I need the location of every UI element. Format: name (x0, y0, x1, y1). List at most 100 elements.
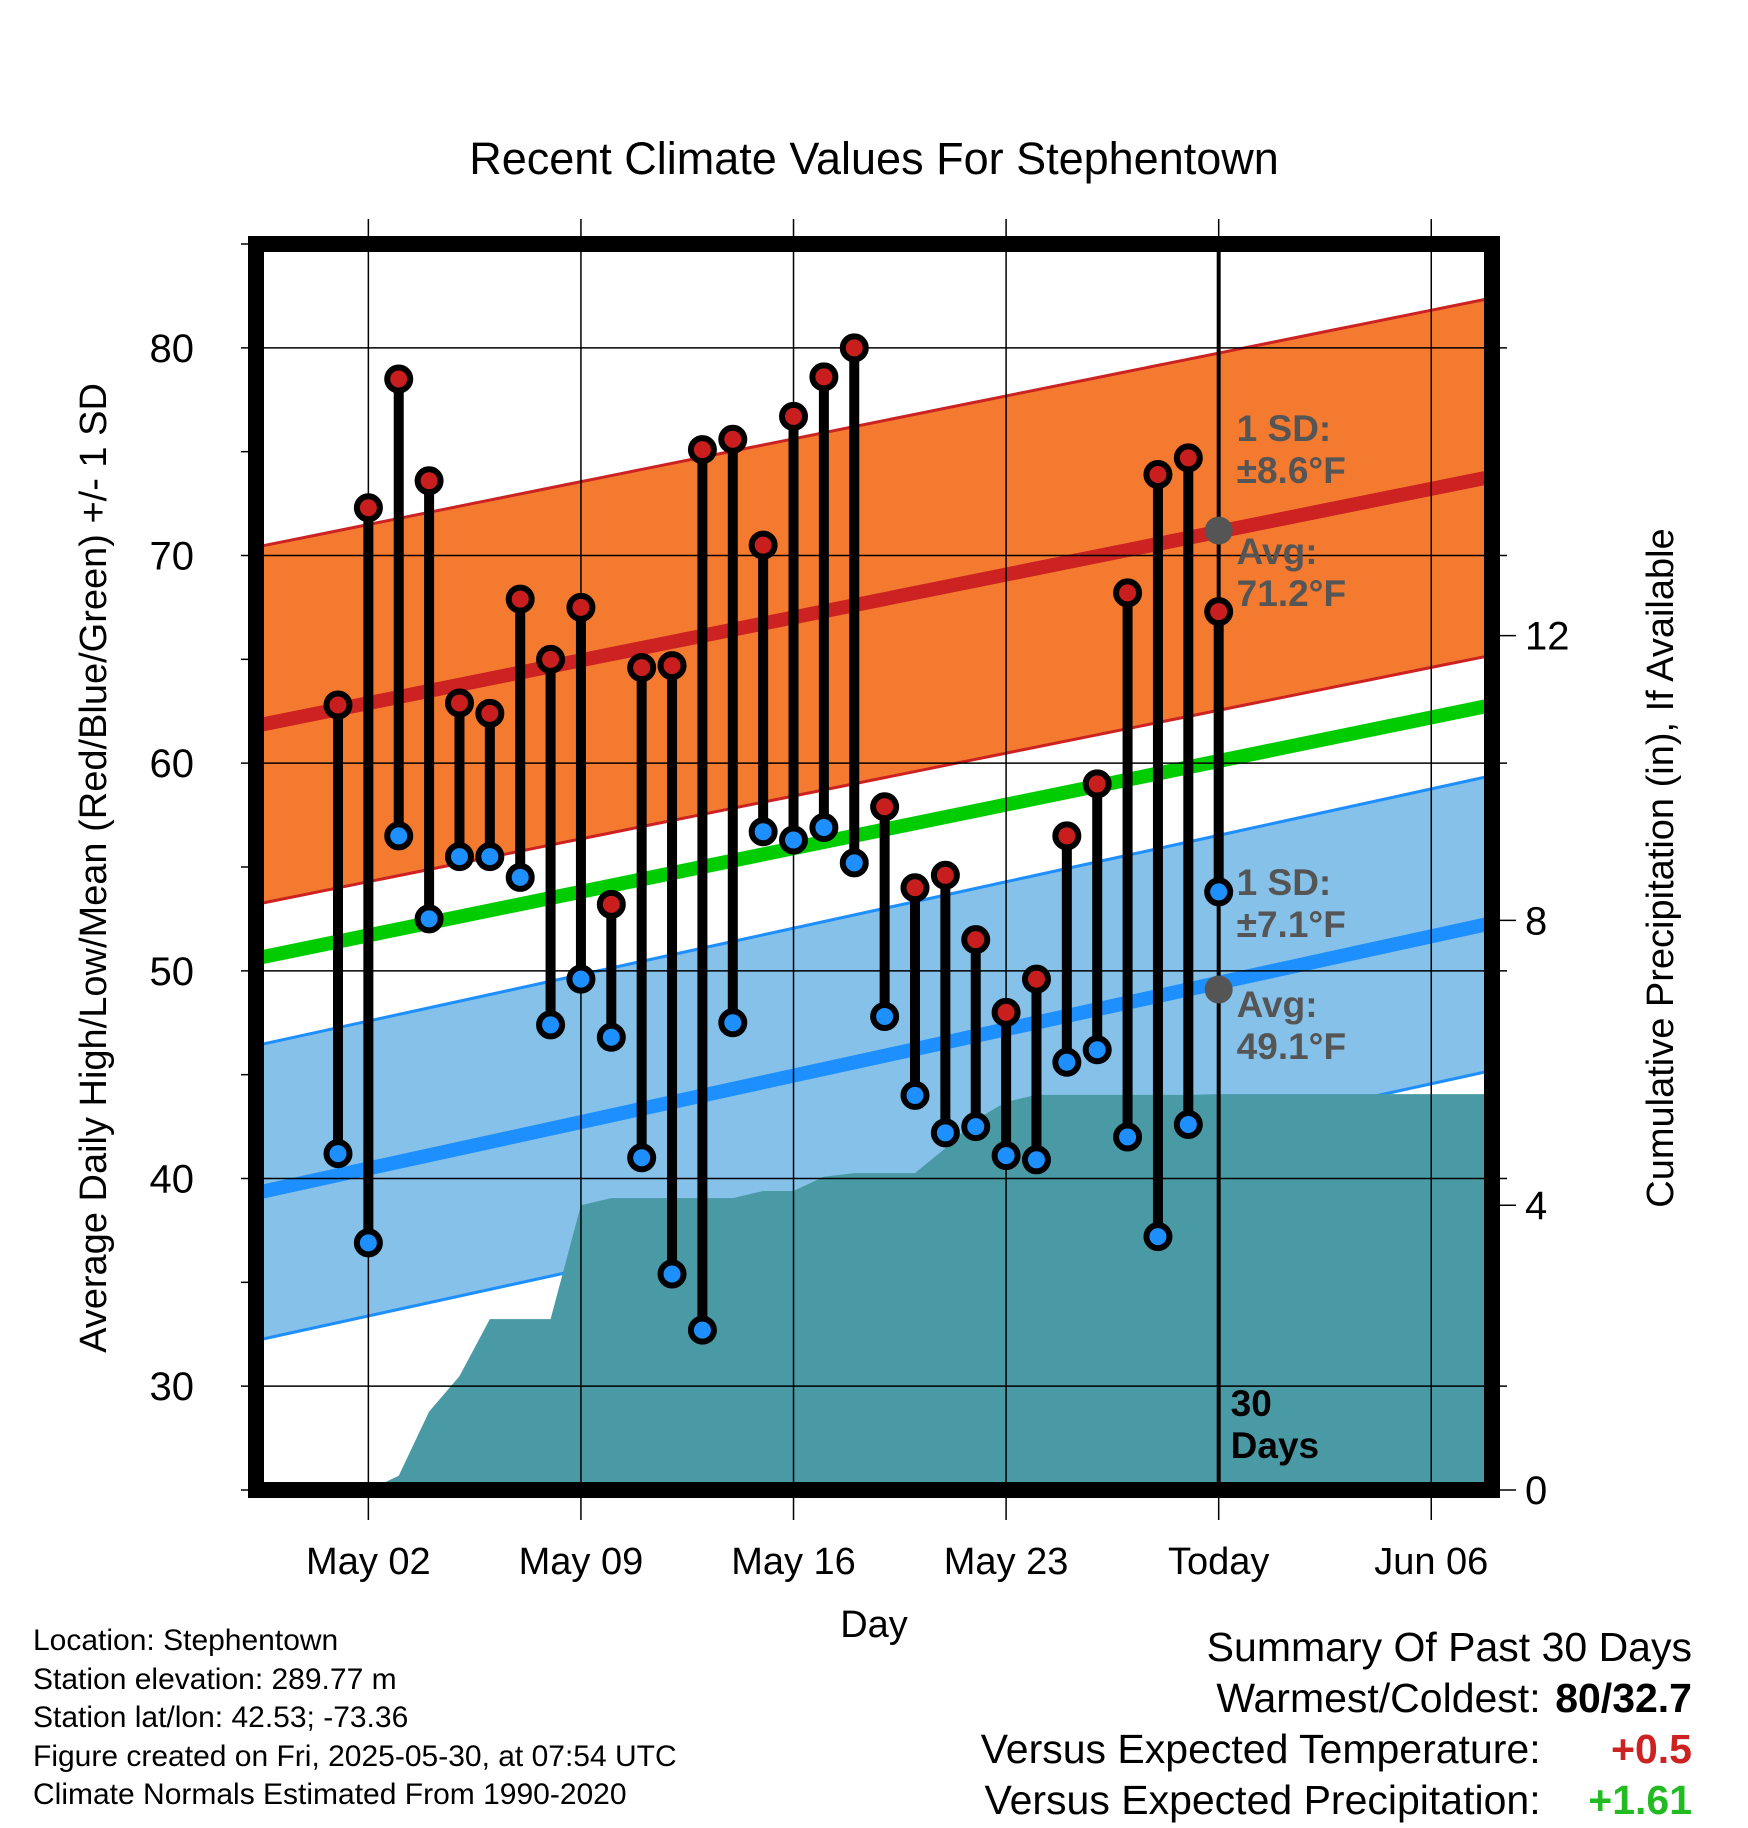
high-temp-point (657, 651, 687, 681)
high-temp-point (1052, 821, 1082, 851)
high-temp-point (748, 530, 778, 560)
high-temp-point (779, 401, 809, 431)
high-temp-point (718, 424, 748, 454)
low-temp-point (930, 1118, 960, 1148)
high-avg-annotation: Avg: 71.2°F (1237, 531, 1346, 614)
y-axis-label-right: Cumulative Precipitation (in), If Availa… (1640, 528, 1682, 1207)
high-temp-point (475, 698, 505, 728)
low-temp-point (991, 1141, 1021, 1171)
low-temp-point (444, 842, 474, 872)
low-temp-point (1143, 1222, 1173, 1252)
high-temp-point (444, 688, 474, 718)
high-temp-point (1082, 769, 1112, 799)
summary-panel: Summary Of Past 30 Days Warmest/Coldest:… (981, 1622, 1692, 1826)
high-sd-annotation: 1 SD: ±8.6°F (1237, 408, 1346, 491)
high-temp-point (900, 873, 930, 903)
low-temp-point (779, 825, 809, 855)
high-temp-point (1143, 460, 1173, 490)
y-left-tick-label: 70 (150, 535, 195, 579)
cumulative-precip-area (322, 1094, 1492, 1490)
low-temp-point (1052, 1047, 1082, 1077)
x-tick-label: May 09 (519, 1541, 644, 1583)
precip-label: Versus Expected Precipitation: (984, 1777, 1541, 1823)
normals-text: Climate Normals Estimated From 1990-2020 (33, 1778, 627, 1811)
precip-value: +1.61 (1588, 1777, 1692, 1823)
low-temp-point (900, 1080, 930, 1110)
high-temp-point (1113, 578, 1143, 608)
low-temp-point (809, 813, 839, 843)
low-sd-band-upper-edge (256, 774, 1492, 1048)
low-temp-point (323, 1139, 353, 1169)
elevation-text: Station elevation: 289.77 m (33, 1662, 397, 1696)
location-text: Location: Stephentown (33, 1624, 339, 1657)
plot-frame (248, 236, 1500, 1498)
today-days-label: 30 Days (1231, 1383, 1319, 1466)
high-sd-band-upper-edge (256, 296, 1492, 549)
x-axis-label: Day (840, 1604, 908, 1646)
high-temp-point (870, 792, 900, 822)
low-temp-point (414, 904, 444, 934)
high-temp-point (536, 644, 566, 674)
low-temp-point (353, 1228, 383, 1258)
y-right-tick-label: 8 (1525, 899, 1547, 943)
high-temp-point (1021, 964, 1051, 994)
low-temp-point (505, 862, 535, 892)
low-temp-point (718, 1008, 748, 1038)
high-temp-point (809, 362, 839, 392)
y-left-tick-label: 60 (150, 742, 195, 786)
high-temp-point (414, 466, 444, 496)
y-left-tick-label: 50 (150, 950, 195, 994)
low-temp-point (839, 848, 869, 878)
x-tick-label: Jun 06 (1374, 1541, 1488, 1583)
today-low-avg-marker (1204, 975, 1233, 1004)
low-temp-point (475, 842, 505, 872)
normal-high-line (256, 469, 1492, 733)
low-temp-point (1204, 877, 1234, 907)
high-temp-point (566, 592, 596, 622)
high-temp-point (384, 364, 414, 394)
low-avg-annotation: Avg: 49.1°F (1237, 984, 1346, 1067)
x-tick-label: May 02 (306, 1541, 431, 1583)
high-temp-point (353, 493, 383, 523)
summary-warmest-row: Warmest/Coldest: 80/32.7 (981, 1673, 1692, 1724)
coldest-value: /32.7 (1600, 1675, 1692, 1721)
high-temp-point (961, 925, 991, 955)
summary-precip-row: Versus Expected Precipitation: +1.61 (981, 1775, 1693, 1826)
today-high-avg-marker (1204, 516, 1233, 545)
high-temp-point (991, 997, 1021, 1027)
warmest-value: 80 (1555, 1675, 1601, 1721)
summary-title: Summary Of Past 30 Days (1206, 1624, 1692, 1670)
low-temp-point (687, 1315, 717, 1345)
high-temp-point (505, 584, 535, 614)
low-temp-point (596, 1022, 626, 1052)
x-tick-label: Today (1168, 1541, 1269, 1583)
y-left-tick-label: 80 (150, 327, 195, 371)
y-axis-label-left: Average Daily High/Low/Mean (Red/Blue/Gr… (73, 383, 115, 1353)
low-temp-point (961, 1112, 991, 1142)
low-temp-point (870, 1002, 900, 1032)
temp-value: +0.5 (1611, 1726, 1692, 1772)
chart-title: Recent Climate Values For Stephentown (469, 133, 1279, 184)
warmest-coldest-value: 80/32.7 (1552, 1673, 1692, 1724)
low-temp-point (1113, 1122, 1143, 1152)
high-temp-point (930, 860, 960, 890)
normal-mean-line (256, 698, 1492, 966)
low-temp-point (627, 1143, 657, 1173)
low-temp-point (1173, 1110, 1203, 1140)
temp-label: Versus Expected Temperature: (980, 1726, 1541, 1772)
high-temp-point (323, 690, 353, 720)
summary-temp-row: Versus Expected Temperature: +0.5 (981, 1724, 1692, 1775)
x-tick-label: May 16 (731, 1541, 856, 1583)
low-temp-point (566, 964, 596, 994)
low-temp-point (1082, 1035, 1112, 1065)
low-temp-point (657, 1259, 687, 1289)
low-temp-point (384, 821, 414, 851)
y-right-tick-label: 4 (1525, 1184, 1547, 1228)
low-sd-annotation: 1 SD: ±7.1°F (1237, 862, 1346, 945)
high-temp-point (596, 889, 626, 919)
y-left-tick-label: 40 (150, 1158, 195, 1202)
y-right-tick-label: 0 (1525, 1469, 1547, 1513)
low-temp-point (1021, 1145, 1051, 1175)
high-temp-point (1204, 597, 1234, 627)
